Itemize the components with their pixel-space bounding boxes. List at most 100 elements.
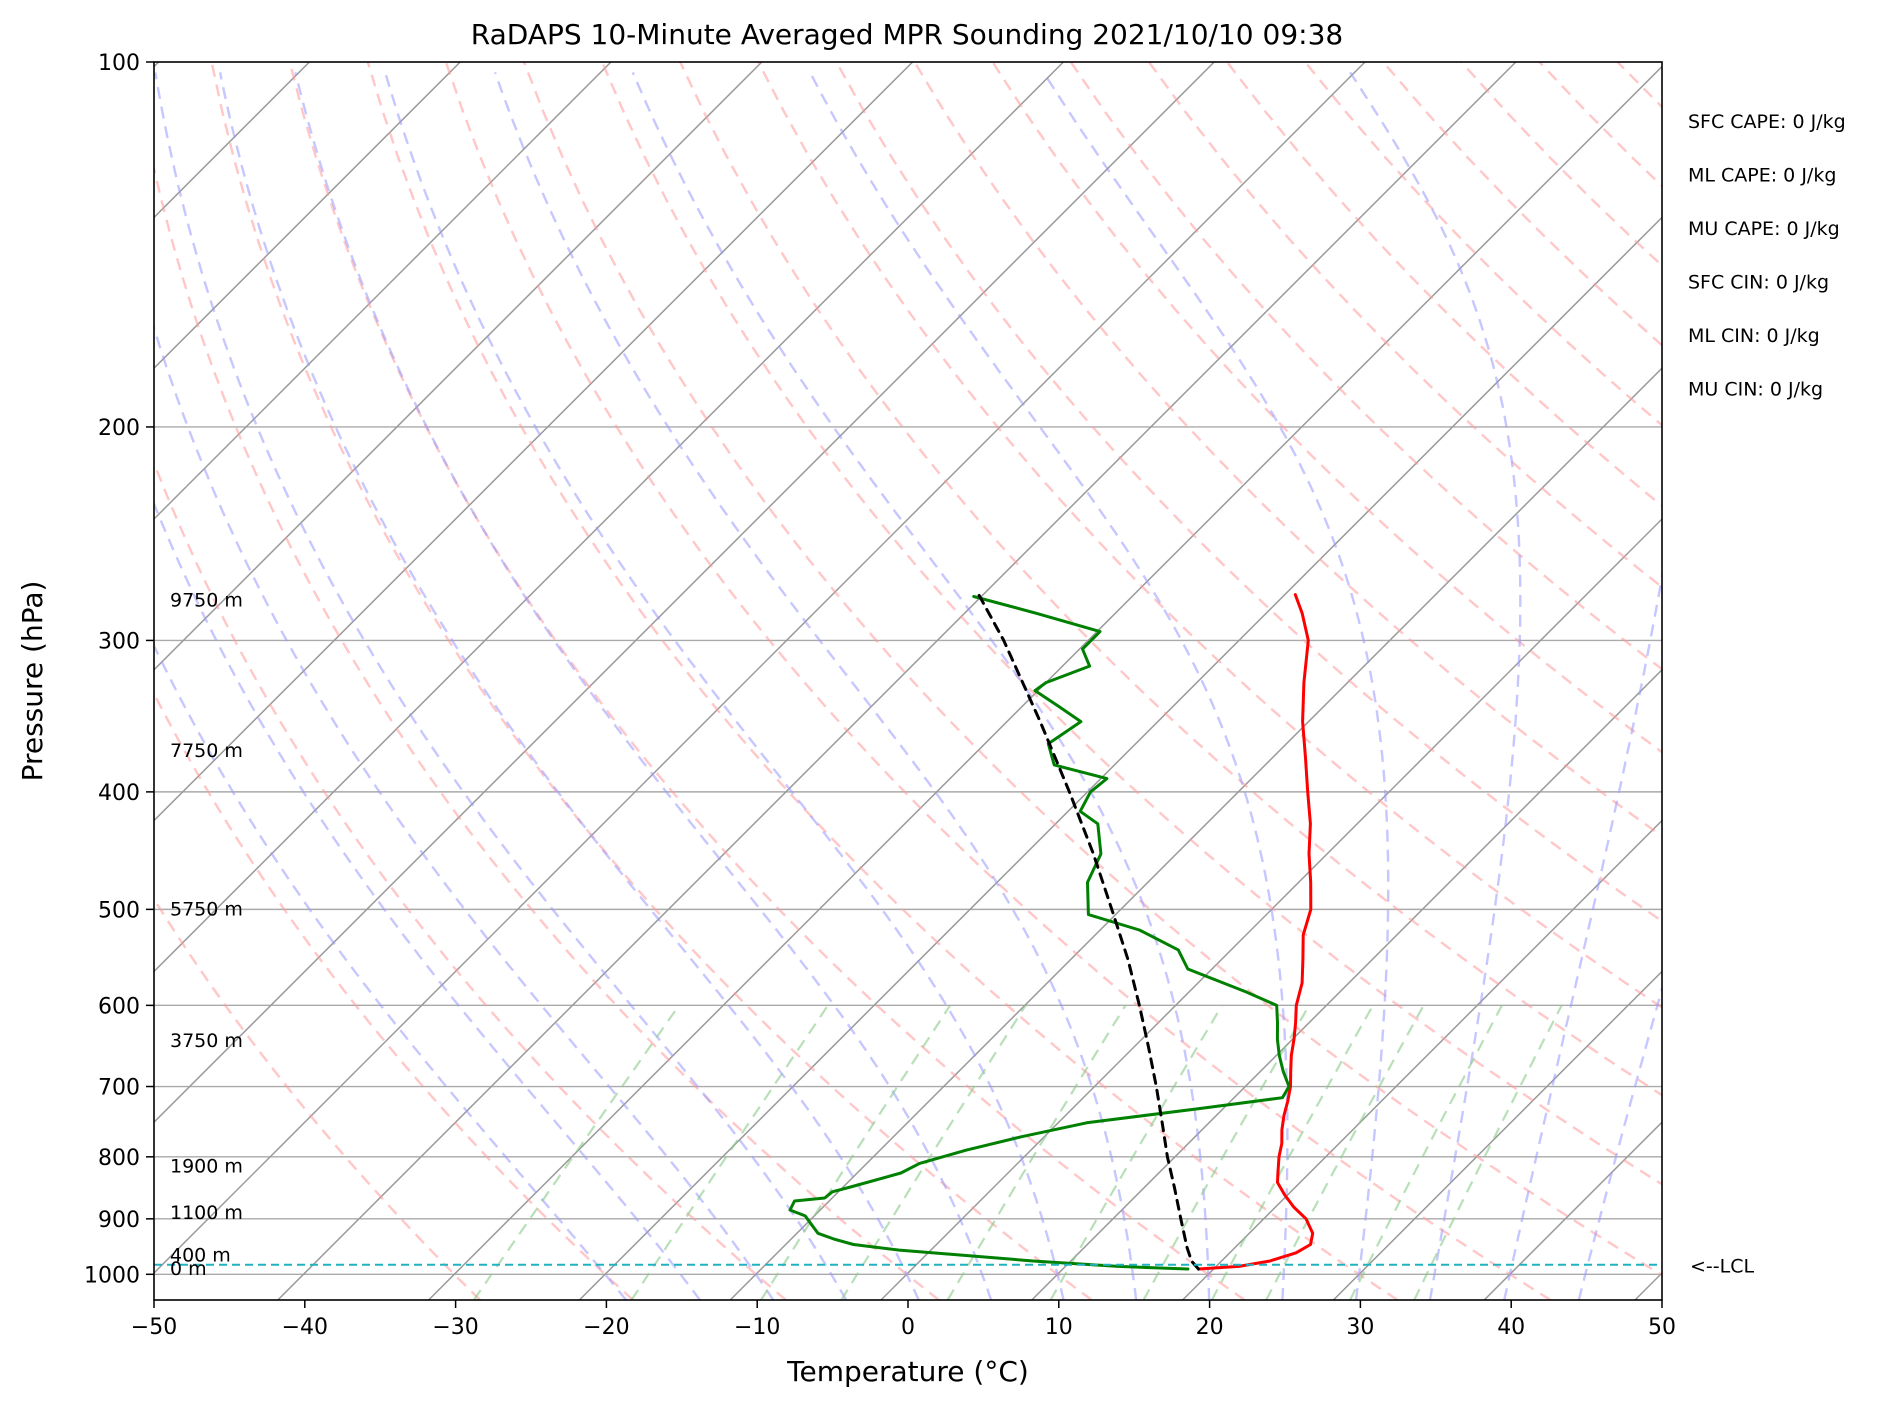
stability-index: ML CIN: 0 J/kg <box>1688 325 1820 347</box>
isotherm-line <box>1483 1121 1662 1300</box>
dry-adiabat <box>288 62 1246 1300</box>
moist-adiabat <box>154 643 628 1300</box>
moist-adiabat <box>384 72 1065 1300</box>
moist-adiabat <box>493 72 1138 1300</box>
stability-index: SFC CAPE: 0 J/kg <box>1688 111 1846 133</box>
stability-index: SFC CIN: 0 J/kg <box>1688 272 1829 294</box>
x-tick-label: −40 <box>282 1315 328 1340</box>
dry-adiabat <box>1069 62 1662 671</box>
stability-index: ML CAPE: 0 J/kg <box>1688 165 1836 187</box>
x-tick-label: 10 <box>1045 1315 1073 1340</box>
dry-adiabat <box>835 62 1662 923</box>
mixing-ratio-line <box>1142 1004 1311 1300</box>
dry-adiabat <box>154 691 634 1300</box>
isotherm-line <box>0 62 8 1300</box>
isotherm-line <box>154 62 763 671</box>
x-tick-label: 40 <box>1497 1315 1525 1340</box>
x-tick-label: 50 <box>1648 1315 1676 1340</box>
y-tick-label: 200 <box>98 416 140 441</box>
stability-index: MU CAPE: 0 J/kg <box>1688 218 1840 240</box>
x-tick-label: −20 <box>583 1315 629 1340</box>
y-axis-label: Pressure (hPa) <box>16 581 49 782</box>
isotherm-line <box>154 62 1215 1124</box>
dry-adiabat <box>991 62 1662 754</box>
height-label: 3750 m <box>170 1030 243 1052</box>
y-tick-label: 900 <box>98 1208 140 1233</box>
x-tick-label: −50 <box>131 1315 177 1340</box>
moist-adiabat <box>809 71 1289 1300</box>
dry-adiabat <box>1460 62 1662 268</box>
mixing-ratio-line <box>472 1004 680 1300</box>
mixing-ratio-line <box>1049 1004 1223 1300</box>
dry-adiabat <box>1147 62 1662 589</box>
isotherm-line <box>154 62 612 521</box>
dry-adiabat <box>366 62 1399 1300</box>
dry-adiabat <box>679 62 1662 1097</box>
dewpoint-profile <box>788 595 1291 1271</box>
x-axis-ticks: −50 −40 −30 −20 −10 0 10 20 30 40 50 <box>131 1300 1676 1340</box>
isotherm-line <box>1634 1271 1662 1300</box>
y-tick-label: 700 <box>98 1076 140 1101</box>
isotherm-line <box>578 216 1662 1300</box>
dry-adiabat <box>154 896 481 1300</box>
height-label: 9750 m <box>170 589 243 611</box>
height-label: 400 m <box>170 1245 231 1267</box>
height-label: 1900 m <box>170 1156 243 1178</box>
y-tick-label: 1000 <box>84 1263 140 1288</box>
isotherm-line <box>1031 668 1662 1300</box>
mixing-ratio-line <box>1349 1004 1503 1300</box>
height-label: 0 m <box>170 1258 207 1280</box>
moist-adiabat <box>218 72 920 1300</box>
y-tick-label: 300 <box>98 629 140 654</box>
isotherm-line <box>1182 819 1662 1300</box>
isotherm-line <box>277 62 1517 1300</box>
moist-adiabat <box>154 72 848 1300</box>
x-tick-label: 20 <box>1196 1315 1224 1340</box>
isotherm-line <box>154 62 1366 1275</box>
mixing-ratio-line <box>946 1004 1127 1300</box>
isotherm-line <box>154 62 914 822</box>
moist-adiabat <box>1577 984 1662 1300</box>
moist-adiabat <box>1503 569 1662 1300</box>
isobar-grid <box>154 426 1662 1276</box>
isotherm-line <box>154 62 461 370</box>
dry-adiabat <box>522 62 1662 1277</box>
moist-adiabat <box>1349 71 1522 1300</box>
dry-adiabat <box>1304 62 1662 427</box>
plot-frame <box>153 61 1663 1301</box>
height-label: 5750 m <box>170 898 243 920</box>
mixing-ratio-line <box>630 1004 829 1300</box>
y-axis-ticks: 1000 900 800 700 600 500 400 300 200 100 <box>84 51 154 1288</box>
mixing-ratio-line <box>1210 1004 1374 1300</box>
stability-index: MU CIN: 0 J/kg <box>1688 379 1823 401</box>
x-tick-label: 30 <box>1346 1315 1374 1340</box>
dry-adiabat <box>757 62 1662 1009</box>
height-label: 7750 m <box>170 740 243 762</box>
y-tick-label: 600 <box>98 994 140 1019</box>
moist-adiabat <box>154 323 775 1300</box>
x-tick-label: −10 <box>734 1315 780 1340</box>
y-tick-label: 500 <box>98 898 140 923</box>
dry-adiabat <box>210 62 1093 1300</box>
isotherm-line <box>1332 970 1662 1300</box>
chart-title: RaDAPS 10-Minute Averaged MPR Sounding 2… <box>471 18 1343 51</box>
dry-adiabat <box>1616 62 1662 109</box>
height-label: 1100 m <box>170 1202 243 1224</box>
dry-adiabat <box>1226 62 1662 508</box>
dry-adiabat <box>1538 62 1662 188</box>
background-lines <box>0 62 1662 1300</box>
mixing-ratio-line <box>760 1004 952 1300</box>
isotherm-line <box>154 62 1064 973</box>
dry-adiabat <box>154 459 787 1300</box>
y-tick-label: 400 <box>98 781 140 806</box>
moist-adiabat <box>631 71 1211 1300</box>
dry-adiabat <box>913 62 1662 838</box>
y-tick-label: 800 <box>98 1146 140 1171</box>
moist-adiabat <box>154 500 701 1300</box>
dry-adiabat <box>444 62 1552 1300</box>
dry-adiabat <box>600 62 1662 1186</box>
stability-indices: SFC CAPE: 0 J/kg ML CAPE: 0 J/kg MU CAPE: … <box>1688 111 1846 401</box>
temperature-profile <box>1197 593 1315 1271</box>
isotherm-line <box>729 367 1662 1300</box>
